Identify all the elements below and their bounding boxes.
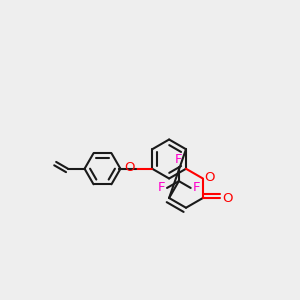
Text: O: O (124, 161, 134, 174)
Text: F: F (175, 153, 183, 166)
Text: O: O (222, 191, 232, 205)
Text: F: F (193, 182, 200, 194)
Text: F: F (158, 182, 165, 194)
Text: O: O (205, 170, 215, 184)
